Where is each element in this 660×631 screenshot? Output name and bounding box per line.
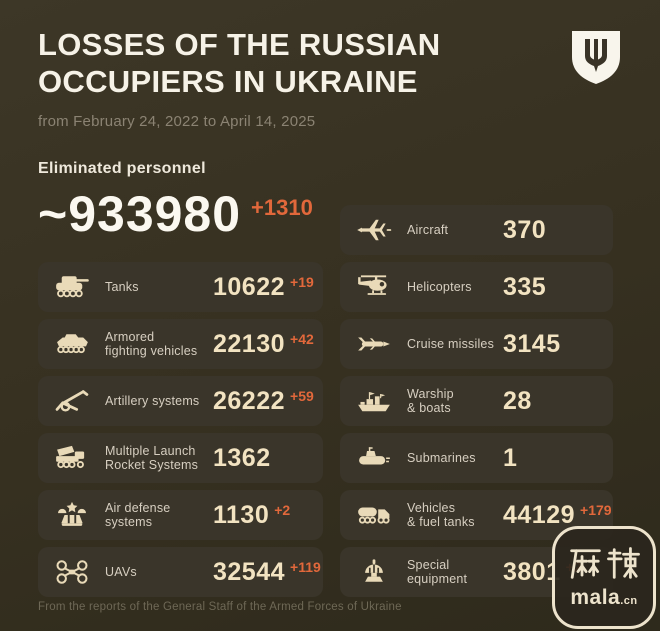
row-label: Air defense systems <box>105 500 171 530</box>
mala-cn-text: mala.cn <box>570 586 638 609</box>
air-defense-icon <box>52 501 92 529</box>
header: LOSSES OF THE RUSSIAN OCCUPIERS IN UKRAI… <box>38 26 440 130</box>
page-title: LOSSES OF THE RUSSIAN OCCUPIERS IN UKRAI… <box>38 26 440 100</box>
row-submarines: Submarines 1 <box>340 433 613 483</box>
row-cruise-missiles: Cruise missiles 3145 <box>340 319 613 369</box>
row-value: 1130 <box>213 500 270 529</box>
aircraft-icon <box>354 216 394 244</box>
mlrs-icon <box>52 444 92 472</box>
row-value: 32544 <box>213 557 286 586</box>
row-value: 44129 <box>503 500 576 529</box>
title-line-1: LOSSES OF THE RUSSIAN <box>38 27 441 62</box>
row-tanks: Tanks 10622 +19 <box>38 262 323 312</box>
row-value: 335 <box>503 272 547 301</box>
row-helicopters: Helicopters 335 <box>340 262 613 312</box>
row-label: Armored fighting vehicles <box>105 329 198 359</box>
row-label: Special equipment <box>407 557 468 587</box>
row-value: 3145 <box>503 329 561 358</box>
row-delta: +119 <box>290 558 321 575</box>
row-label: Cruise missiles <box>407 336 495 351</box>
row-delta: +19 <box>290 273 314 290</box>
row-label: Helicopters <box>407 279 472 294</box>
cjk-la-glyph <box>606 547 640 579</box>
personnel-value: ~933980 <box>38 186 242 242</box>
armored-vehicle-icon <box>52 330 92 358</box>
mala-cn-watermark: mala.cn <box>552 526 656 629</box>
title-line-2: OCCUPIERS IN UKRAINE <box>38 64 418 99</box>
warship-icon <box>354 387 394 415</box>
row-value: 1362 <box>213 443 271 472</box>
cjk-ma-glyph <box>569 549 601 579</box>
row-mlrs: Multiple Launch Rocket Systems 1362 <box>38 433 323 483</box>
row-value: 10622 <box>213 272 286 301</box>
row-label: Aircraft <box>407 222 449 237</box>
row-delta: +42 <box>290 330 314 347</box>
mala-cjk-characters <box>567 545 642 582</box>
personnel-delta: +1310 <box>251 195 313 220</box>
helicopter-icon <box>354 273 394 301</box>
row-warship-boats: Warship & boats 28 <box>340 376 613 426</box>
date-range: from February 24, 2022 to April 14, 2025 <box>38 113 316 130</box>
row-label: Multiple Launch Rocket Systems <box>105 443 199 473</box>
row-label: Submarines <box>407 450 476 465</box>
source-note: From the reports of the General Staff of… <box>38 601 402 613</box>
left-rows: Tanks 10622 +19 <box>38 262 323 597</box>
left-column: Eliminated personnel ~933980 +1310 <box>38 160 323 597</box>
tank-icon <box>52 273 92 301</box>
submarine-icon <box>354 444 394 472</box>
special-equipment-icon <box>354 558 394 586</box>
uav-icon <box>52 558 92 586</box>
row-armored-fighting-vehicles: Armored fighting vehicles 22130 +42 <box>38 319 323 369</box>
row-value: 28 <box>503 386 532 415</box>
row-value: 1 <box>503 443 518 472</box>
cruise-missile-icon <box>354 330 394 358</box>
row-value: 26222 <box>213 386 286 415</box>
row-label: Tanks <box>105 279 139 294</box>
row-value: 22130 <box>213 329 286 358</box>
row-delta: +2 <box>274 501 291 518</box>
row-uavs: UAVs 32544 +119 <box>38 547 323 597</box>
row-label: Vehicles & fuel tanks <box>407 500 475 530</box>
personnel-label: Eliminated personnel <box>38 160 206 177</box>
row-value: 3801 <box>503 557 561 586</box>
eliminated-personnel-block: Eliminated personnel ~933980 +1310 <box>38 160 323 255</box>
row-aircraft: Aircraft 370 <box>340 205 613 255</box>
row-delta: +59 <box>290 387 314 404</box>
truck-icon <box>354 501 394 529</box>
row-artillery-systems: Artillery systems 26222 +59 <box>38 376 323 426</box>
row-label: UAVs <box>105 564 137 579</box>
artillery-icon <box>52 387 92 415</box>
row-label: Warship & boats <box>407 386 454 416</box>
ukraine-armed-forces-trident-icon <box>572 31 620 84</box>
right-column: Aircraft 370 Helicopters <box>340 205 613 597</box>
row-label: Artillery systems <box>105 393 200 408</box>
row-air-defense: Air defense systems 1130 +2 <box>38 490 323 540</box>
row-delta: +179 <box>580 501 612 518</box>
row-value: 370 <box>503 215 547 244</box>
